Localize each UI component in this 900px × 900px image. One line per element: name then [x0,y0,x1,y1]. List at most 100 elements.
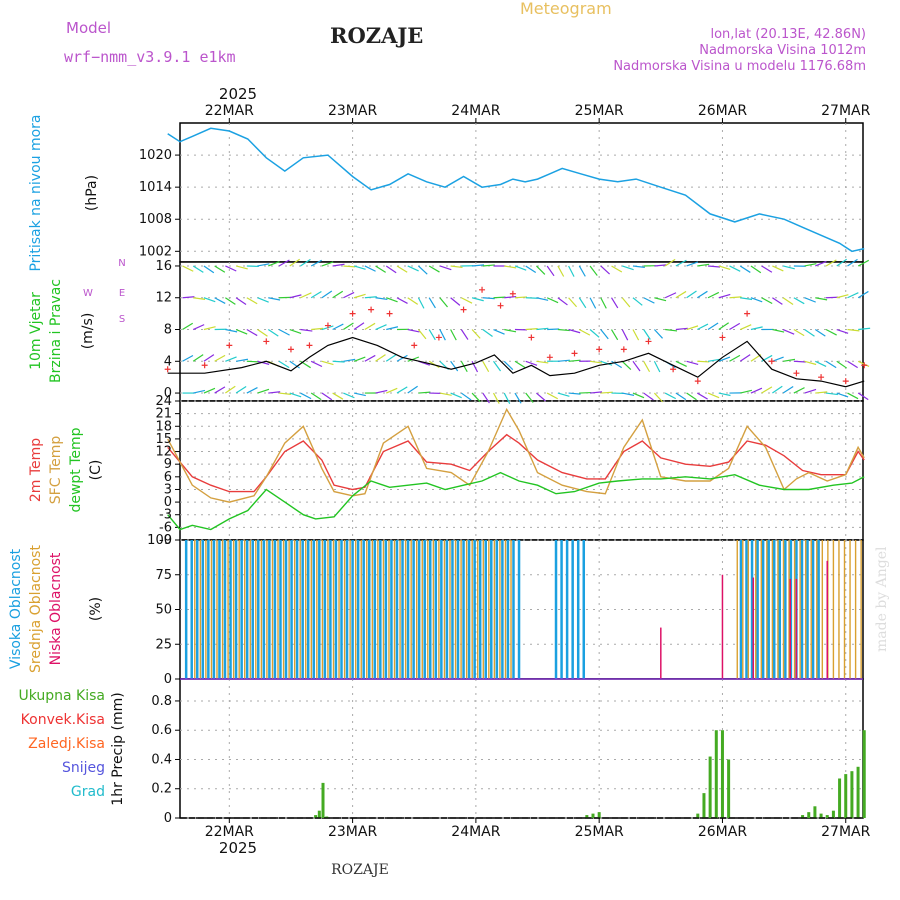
wind-ylabel-a: 10m Vjetar [28,292,44,370]
wind-arrow [622,392,635,396]
wind-arrow [353,293,366,299]
wind-arrow [578,265,586,277]
wind-arrow [343,291,355,299]
wind-arrow [697,263,710,267]
model-label: Model [66,19,111,37]
y-tick-label: 12 [155,445,172,460]
wind-arrow [772,297,783,305]
wind-arrow [718,356,731,362]
y-tick-label: 18 [155,419,172,434]
pressure-line [167,127,865,253]
wind-arrow [793,360,806,363]
wind-arrow [278,392,291,395]
wind-arrow [546,392,559,400]
gust-marker [368,306,375,313]
wind-arrow [332,263,345,267]
wind-arrow [482,297,495,300]
precip-bar [727,759,731,818]
gust-marker [571,350,578,357]
wind-arrow [504,265,517,269]
gust-marker [861,362,868,369]
y-tick-label: 0 [164,672,172,687]
wind-arrow [825,259,837,267]
wind-arrow [814,329,826,337]
wind-arrow [310,290,322,299]
gust-marker [694,378,701,385]
wind-arrow [353,392,366,397]
precip-bar [819,813,823,818]
y-tick-label: 1008 [139,212,172,227]
wind-arrow [589,329,600,338]
y-tick-label: 12 [155,291,172,306]
wind-direction-label: W [83,288,93,299]
wind-arrow [739,324,752,331]
gust-marker [497,302,504,309]
wind-arrow [418,265,428,275]
wind-arrow [836,328,849,334]
temp-unit: (C) [88,460,104,481]
wind-arrow [847,360,858,369]
x-tick-label-top: 24MAR [451,103,500,119]
wind-arrow [310,259,322,267]
wind-arrow [311,327,324,331]
precip-bar [838,778,842,818]
wind-arrow [504,328,517,333]
wind-arrow [503,360,514,371]
wind-arrow [857,290,869,299]
wind-arrow [686,392,697,401]
product-title: Meteogram [520,0,612,18]
gust-marker [386,310,393,317]
x-tick-label-top: 23MAR [328,103,377,119]
wind-arrow [525,392,534,403]
gust-marker [479,286,486,293]
wind-arrow [192,265,204,273]
y-tick-label: 0.8 [151,694,172,709]
precip-bar [825,815,829,818]
wind-arrow [300,258,311,267]
gust-marker [349,310,356,317]
wind-arrow [804,297,816,303]
wind-arrow [697,323,709,331]
wind-arrow [847,328,860,332]
wind-arrow [407,385,418,394]
wind-arrow [268,391,281,394]
wind-arrow [246,297,258,305]
wind-arrow [557,328,570,332]
wind-arrow [343,392,355,399]
wind-arrow [461,297,473,304]
gust-marker [768,358,775,365]
y-tick-label: 6 [164,470,172,485]
wind-arrow [675,392,687,401]
wind-arrow [804,263,817,267]
wind-arrow [192,354,204,362]
wind-arrow [664,292,677,299]
wind-arrow [836,258,848,267]
footer-station: ROZAJE [331,862,389,878]
wind-arrow [857,392,869,401]
wind-arrow [610,329,619,341]
wind-arrow [300,328,313,332]
wind-arrow [375,389,388,394]
y-tick-label: 0 [164,811,172,826]
wind-arrow [557,297,568,306]
high-cloud-label: Visoka Oblacnost [8,548,24,669]
wind-arrow [289,328,302,334]
wind-arrow [514,296,527,299]
wind-arrow [815,260,827,267]
wind-arrow [782,386,794,394]
wind-arrow [686,360,699,366]
wind-arrow [471,392,481,403]
wind-arrow [396,265,408,273]
wind-arrow [386,387,398,394]
y-tick-label: 16 [155,259,172,274]
wind-arrow [364,322,376,331]
wind-arrow [665,328,678,332]
y-tick-label: 0.6 [151,723,172,738]
gust-marker [546,354,553,361]
dewpoint-label: dewpt Temp [68,427,84,512]
wind-arrow [761,297,773,305]
precip-bar [813,806,817,818]
y-tick-label: 0 [164,495,172,510]
wind-arrow [450,360,459,372]
wind-arrow [568,328,581,334]
